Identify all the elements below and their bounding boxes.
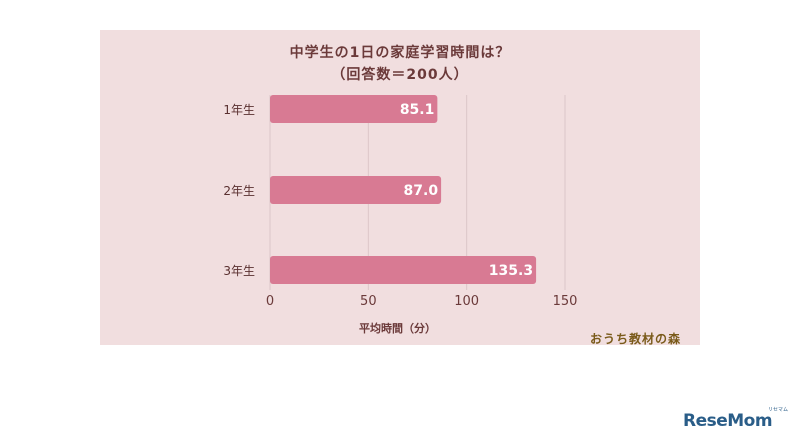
data-label: 85.1 (400, 102, 435, 118)
data-label: 87.0 (404, 183, 439, 199)
category-label: 3年生 (223, 264, 255, 278)
category-label: 2年生 (223, 184, 255, 198)
source-watermark: おうち教材の森 (590, 332, 682, 346)
data-label: 135.3 (489, 263, 533, 279)
chart-title: 中学生の1日の家庭学習時間は？ (289, 45, 511, 61)
resemom-logo-tag: リセマム (768, 407, 789, 413)
bar (270, 95, 438, 123)
category-label: 1年生 (223, 103, 255, 117)
x-tick-label: 150 (553, 294, 578, 309)
x-tick-label: 50 (360, 294, 377, 309)
chart-subtitle: （回答数＝200人） (331, 67, 469, 83)
x-tick-label: 100 (454, 294, 479, 309)
resemom-logo: ReseMom (683, 411, 773, 431)
x-axis-label: 平均時間（分） (359, 321, 436, 335)
bar (270, 256, 537, 284)
bar (270, 176, 442, 204)
x-tick-label: 0 (266, 294, 274, 309)
